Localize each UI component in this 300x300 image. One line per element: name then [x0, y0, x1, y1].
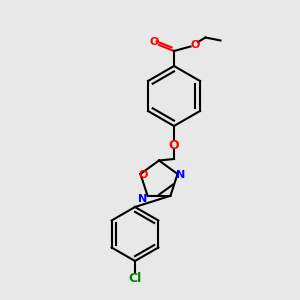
- Text: O: O: [150, 37, 159, 47]
- Text: O: O: [139, 170, 148, 181]
- Text: Cl: Cl: [128, 272, 142, 286]
- Text: N: N: [176, 170, 185, 181]
- Text: O: O: [169, 139, 179, 152]
- Text: N: N: [138, 194, 148, 204]
- Text: O: O: [190, 40, 200, 50]
